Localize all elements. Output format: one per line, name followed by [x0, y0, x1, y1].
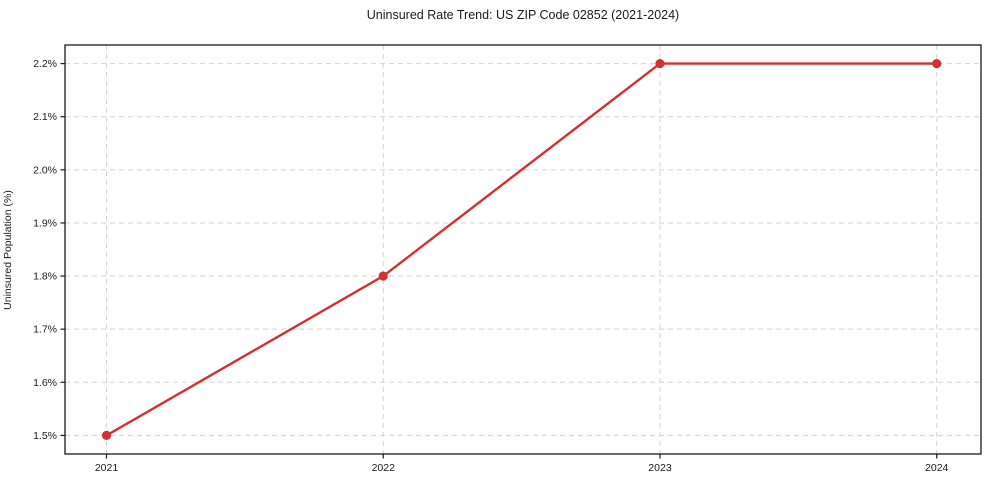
- y-tick-label: 1.5%: [33, 430, 57, 442]
- y-tick-label: 1.8%: [33, 271, 57, 283]
- x-tick-label: 2023: [648, 462, 672, 474]
- y-tick-label: 1.9%: [33, 217, 57, 229]
- y-tick-label: 2.0%: [33, 164, 57, 176]
- x-tick-label: 2021: [95, 462, 119, 474]
- axes-box: [64, 44, 982, 455]
- data-point: [101, 430, 112, 441]
- data-point: [655, 58, 665, 69]
- x-tick-label: 2024: [925, 462, 949, 474]
- x-tick-label: 2022: [372, 462, 396, 474]
- y-tick-label: 2.1%: [33, 111, 57, 123]
- chart-title: Uninsured Rate Trend: US ZIP Code 02852 …: [366, 8, 680, 22]
- y-tick-label: 1.6%: [33, 377, 57, 389]
- trend-line: [105, 62, 938, 437]
- y-tick-label: 2.2%: [33, 58, 57, 70]
- data-point: [932, 58, 942, 69]
- y-tick-label: 1.7%: [33, 324, 57, 336]
- data-point: [378, 271, 388, 281]
